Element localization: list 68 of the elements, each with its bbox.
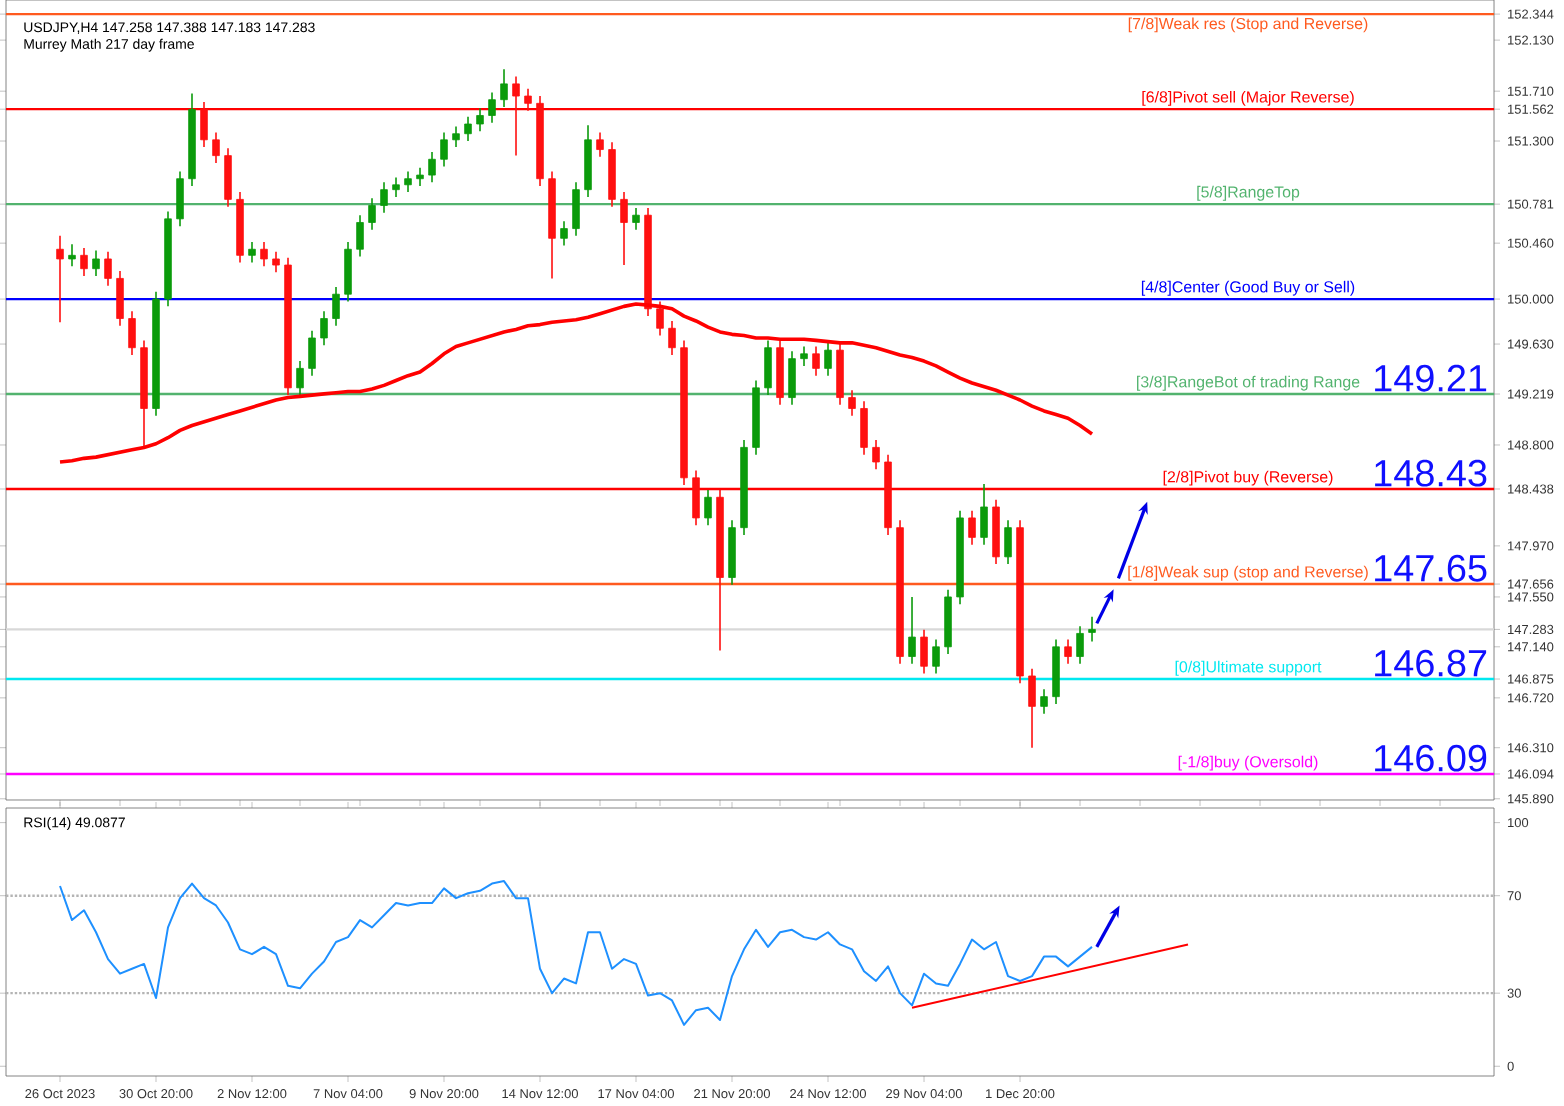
candlestick [56,235,64,323]
candlestick [248,241,256,264]
candlestick [380,181,388,214]
candlestick [464,115,472,142]
candlestick [272,250,280,274]
candlestick [572,181,580,237]
candlestick [1064,638,1072,665]
candlestick [416,166,424,187]
candlestick [80,247,88,277]
candlestick [512,75,520,157]
candlestick [788,350,796,406]
annotation: 147.65 [1375,554,1487,582]
annotation: 146.87 [1375,649,1487,677]
candlestick [848,389,856,417]
candlestick [860,400,868,456]
candlestick [704,489,712,527]
candlestick [128,310,136,356]
candlestick [800,345,808,367]
candlestick [692,469,700,527]
candlestick [908,596,916,665]
candlestick [1040,688,1048,715]
candlestick [68,243,76,268]
candlestick [368,197,376,231]
candlestick [260,241,268,268]
candlestick [104,250,112,287]
candlestick [1004,519,1012,565]
candlestick [1076,625,1084,665]
candlestick [320,310,328,347]
candlestick [176,170,184,227]
candlestick [212,131,220,164]
candlestick [812,345,820,377]
candlestick [452,125,460,148]
candlestick [764,339,772,396]
candlestick [500,68,508,108]
candlestick [920,628,928,675]
candlestick [668,320,676,356]
candlestick [632,207,640,231]
candlestick [836,342,844,406]
candlestick [1028,667,1036,749]
candlestick [116,270,124,327]
candlestick [428,151,436,184]
candlestick [440,131,448,168]
candlestick [1088,615,1096,643]
candlestick [980,483,988,546]
candlestick [296,360,304,396]
candlestick [332,286,340,327]
candlestick [656,300,664,337]
candlestick [488,91,496,124]
candlestick [356,214,364,258]
candlestick [308,329,316,377]
candlestick [824,342,832,377]
candlestick [476,107,484,133]
candlestick [560,220,568,247]
candlestick [404,170,412,193]
candlestick [344,241,352,303]
annotation: 148.43 [1375,459,1487,487]
annotation: 146.09 [1375,744,1487,772]
candlestick [620,191,628,266]
candlestick [596,131,604,158]
candlestick [200,101,208,148]
candlestick [92,249,100,277]
annotation: 149.21 [1375,364,1487,392]
candlestick [392,176,400,198]
candlestick [968,509,976,546]
candlestick [932,638,940,675]
candlestick [524,87,532,112]
candlestick [872,439,880,471]
candlestick [224,147,232,208]
